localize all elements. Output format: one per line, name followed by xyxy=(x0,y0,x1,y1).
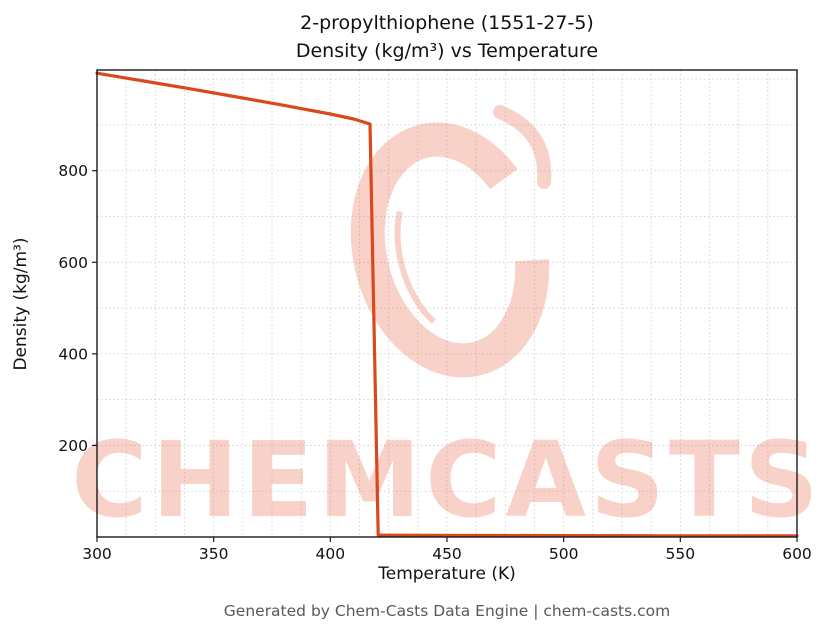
y-tick-label: 800 xyxy=(58,162,88,180)
x-axis-label: Temperature (K) xyxy=(378,564,516,584)
density-line xyxy=(95,71,799,538)
grid xyxy=(97,70,797,537)
watermark-text: CHEMCASTS xyxy=(71,419,822,541)
y-tick-label: 200 xyxy=(58,437,88,455)
watermark-logo-icon xyxy=(350,105,552,378)
y-tick-label: 600 xyxy=(58,254,88,272)
y-axis-label: Density (kg/m³) xyxy=(11,237,31,371)
tick-labels: 300 350 400 450 500 550 600 200 400 600 800 xyxy=(58,162,811,563)
x-tick-label: 550 xyxy=(666,545,696,563)
x-tick-label: 600 xyxy=(782,545,812,563)
x-tick-label: 500 xyxy=(549,545,579,563)
x-tick-label: 300 xyxy=(82,545,112,563)
axis-ticks xyxy=(92,170,798,542)
x-tick-label: 400 xyxy=(316,545,346,563)
watermark: CHEMCASTS xyxy=(71,105,822,541)
chart-title: 2-propylthiophene (1551-27-5) Density (k… xyxy=(97,10,797,65)
x-tick-label: 450 xyxy=(432,545,462,563)
chart-title-line2: Density (kg/m³) vs Temperature xyxy=(295,39,599,62)
footer-text: Generated by Chem-Casts Data Engine | ch… xyxy=(223,602,671,620)
x-tick-label: 350 xyxy=(199,545,229,563)
chart-title-line1: 2-propylthiophene (1551-27-5) xyxy=(300,12,594,34)
y-tick-label: 400 xyxy=(58,345,88,363)
